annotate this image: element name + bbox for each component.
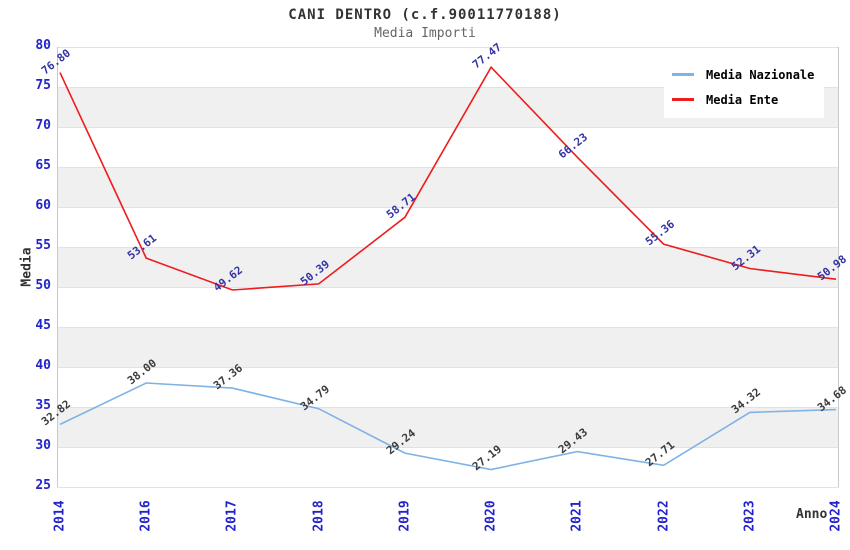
gridline — [57, 87, 839, 88]
y-tick-label: 60 — [35, 198, 51, 213]
legend-item-media-ente: Media Ente — [672, 87, 814, 112]
gridline — [57, 247, 839, 248]
gridline — [57, 47, 839, 48]
legend-swatch — [672, 98, 694, 101]
x-axis-title: Anno — [796, 507, 828, 522]
gridline — [57, 367, 839, 368]
y-tick-label: 65 — [35, 158, 51, 173]
x-tick-label: 2021 — [569, 500, 585, 532]
legend-label: Media Ente — [706, 92, 779, 107]
x-tick-label: 2019 — [397, 500, 413, 532]
x-tick-label: 2020 — [483, 500, 499, 532]
legend: Media Nazionale Media Ente — [664, 56, 825, 118]
y-tick-label: 55 — [35, 238, 51, 253]
gridline — [57, 127, 839, 128]
gridline — [57, 327, 839, 328]
x-tick-label: 2023 — [742, 500, 758, 532]
plot-band — [57, 167, 839, 207]
plot-border-left — [57, 47, 58, 487]
plot-band — [57, 247, 839, 287]
legend-swatch — [672, 73, 694, 76]
series-line-media-nazionale — [59, 382, 837, 471]
gridline — [57, 487, 839, 488]
y-tick-label: 70 — [35, 118, 51, 133]
chart-subtitle: Media Importi — [374, 26, 476, 41]
y-tick-label: 40 — [35, 358, 51, 373]
plot-band — [57, 327, 839, 367]
y-tick-label: 25 — [35, 478, 51, 493]
y-tick-label: 45 — [35, 318, 51, 333]
gridline — [57, 407, 839, 408]
gridline — [57, 167, 839, 168]
plot-area — [57, 47, 839, 488]
y-tick-label: 80 — [35, 38, 51, 53]
x-tick-label: 2016 — [138, 500, 154, 532]
x-tick-label: 2014 — [52, 500, 68, 532]
x-tick-label: 2018 — [311, 500, 327, 532]
series-line-media-ente — [59, 65, 837, 291]
plot-border-right — [838, 47, 839, 487]
x-tick-label: 2024 — [828, 500, 844, 532]
plot-band — [57, 407, 839, 447]
gridline — [57, 287, 839, 288]
gridline — [57, 207, 839, 208]
y-tick-label: 30 — [35, 438, 51, 453]
legend-item-media-nazionale: Media Nazionale — [672, 62, 814, 87]
y-tick-label: 50 — [35, 278, 51, 293]
y-tick-label: 75 — [35, 78, 51, 93]
chart-title: CANI DENTRO (c.f.90011770188) — [288, 7, 562, 23]
y-tick-label: 35 — [35, 398, 51, 413]
x-tick-label: 2017 — [224, 500, 240, 532]
x-tick-label: 2022 — [656, 500, 672, 532]
gridline — [57, 447, 839, 448]
legend-label: Media Nazionale — [706, 67, 815, 82]
